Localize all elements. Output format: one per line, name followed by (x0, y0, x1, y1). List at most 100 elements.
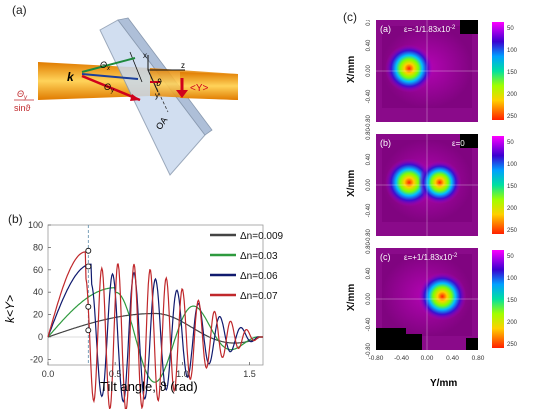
red-arrow (81, 74, 141, 102)
heatmap-sublabel: (b) (380, 138, 391, 148)
y-tick-label: 100 (28, 220, 43, 230)
y-tick-label: 80 (33, 242, 43, 252)
heatmap-panel-2: (c) ε=+1/1.83x10-2 X/mm 0.80 0.40 0.00 -0.40 -0… (346, 242, 518, 357)
colorbar-tick: 150 (507, 70, 518, 76)
heatmap-ytick: 0.80 (366, 20, 372, 26)
heatmap-ytick: 0.00 (366, 179, 372, 191)
svg-text:Θx: Θx (100, 60, 111, 72)
data-marker-1 (85, 263, 92, 270)
fraction-denominator: sinϑ (14, 103, 31, 113)
heatmap-xtick: -0.80 (369, 355, 384, 362)
colorbar-tick: 50 (507, 26, 514, 32)
optical-axis-line (147, 69, 169, 113)
svg-text:Θy: Θy (104, 82, 115, 94)
heatmap-ytick: -0.40 (366, 89, 372, 103)
series-line-1 (47, 287, 263, 383)
blue-arrow (81, 73, 139, 80)
green-arrow (81, 57, 136, 73)
y-tick-label: 0 (38, 332, 43, 342)
y-tick-label: 60 (33, 265, 43, 275)
heatmap-ylabel: X/mm (346, 170, 357, 197)
colorbar-tick: 100 (507, 276, 518, 282)
colorbar (492, 250, 504, 348)
panel-b-label: (b) (8, 212, 23, 226)
heatmap-ytick: -0.80 (366, 229, 372, 243)
heatmap-ytick: 0.40 (366, 267, 372, 279)
intensity-spot-1 (418, 160, 462, 205)
heatmap-ytick: 0.00 (366, 65, 372, 77)
x-tick-label: 0.5 (109, 369, 122, 379)
heatmap-xtick: 0.80 (472, 355, 485, 362)
series-line-2 (47, 263, 263, 403)
x-tick-label: 1.5 (243, 369, 256, 379)
heatmap-ytick: -0.80 (366, 115, 372, 129)
theta-x-label: Θ (100, 60, 107, 70)
legend-label-3: Δn=0.07 (240, 291, 278, 302)
heatmap-xtick: -0.40 (394, 355, 409, 362)
epsilon-label: ε=0 (452, 139, 465, 148)
heatmap-ytick: -0.40 (366, 203, 372, 217)
heatmap-xtick: 0.40 (446, 355, 459, 362)
axis-y-label: y (155, 91, 159, 100)
data-marker-2 (85, 303, 92, 310)
series-line-3 (47, 251, 263, 409)
x-tick-label: 0.0 (42, 369, 55, 379)
heatmap-ytick: 0.80 (366, 242, 372, 254)
axis-z-label: z (181, 61, 185, 70)
heatmap-ytick: -0.40 (366, 317, 372, 331)
colorbar-tick: 200 (507, 92, 518, 98)
intensity-spot-0 (418, 272, 467, 321)
heatmap-panel-0: (a) ε=-1/1.83x10-2 X/mm 0.80 0.40 0.00 -0.40 -0… (346, 20, 518, 129)
colorbar-tick: 150 (507, 298, 518, 304)
heatmap-ytick: -0.80 (366, 343, 372, 357)
heatmap-xtick: 0.00 (421, 355, 434, 362)
beam-profile-heatmaps: (a) ε=-1/1.83x10-2 X/mm 0.80 0.40 0.00 -0.40 -0… (346, 20, 518, 389)
colorbar-tick: 100 (507, 48, 518, 54)
chart-xlabel: Tilt angle, ϑ (rad) (100, 379, 198, 394)
heatmap-ylabel: X/mm (346, 56, 357, 83)
y-tick-label: 20 (33, 310, 43, 320)
k-label: k (67, 70, 75, 84)
series-line-0 (47, 312, 263, 344)
colorbar-tick: 200 (507, 320, 518, 326)
x-tick-label: 1.0 (176, 369, 189, 379)
colorbar-tick: 50 (507, 254, 514, 260)
panel-c-label: (c) (343, 10, 357, 24)
panel-a-label: (a) (12, 3, 27, 17)
colorbar-tick: 250 (507, 342, 518, 348)
colorbar-tick: 50 (507, 140, 514, 146)
heatmap-ylabel: X/mm (346, 284, 357, 311)
y-tick-label: -20 (30, 354, 43, 364)
epsilon-label: ε=-1/1.83x10-2 (404, 25, 456, 34)
geometry-diagram: k Θx Θy ϑ x y z <Y> OA Θy sinϑ (14, 17, 238, 176)
y-tick-label: 40 (33, 287, 43, 297)
colorbar (492, 136, 504, 234)
intensity-spot-0 (385, 158, 434, 207)
colorbar-tick: 250 (507, 114, 518, 120)
heatmap-ytick: 0.80 (366, 128, 372, 140)
data-marker-3 (85, 327, 92, 334)
colorbar-tick: 150 (507, 184, 518, 190)
avg-y-label: <Y> (190, 83, 209, 94)
svg-text:Θy: Θy (17, 89, 28, 101)
heatmap-ytick: 0.40 (366, 39, 372, 51)
colorbar (492, 22, 504, 120)
heatmap-panel-1: (b) ε=0 X/mm 0.80 0.40 0.00 -0.40 -0.80 50 100 150… (346, 128, 518, 243)
chart-ylabel: k<Y> (3, 295, 17, 323)
tilt-angle-chart: -20 0 20 40 60 80 100 0.0 0.5 1.0 1.5 Δn=0.009 Δn=0… (3, 220, 284, 409)
legend-label-2: Δn=0.06 (240, 271, 278, 282)
axis-x-label: x (143, 51, 147, 60)
heatmap-sublabel: (a) (380, 24, 391, 34)
colorbar-tick: 100 (507, 162, 518, 168)
fraction-numerator: Θ (17, 89, 24, 99)
colorbar-tick: 200 (507, 206, 518, 212)
epsilon-label: ε=+1/1.83x10-2 (404, 253, 458, 262)
legend-label-0: Δn=0.009 (240, 231, 284, 242)
heatmap-ytick: 0.00 (366, 293, 372, 305)
vartheta-label: ϑ (156, 78, 162, 89)
legend-label-1: Δn=0.03 (240, 251, 278, 262)
heatmap-xlabel: Y/mm (430, 378, 457, 389)
colorbar-tick: 250 (507, 228, 518, 234)
heatmap-sublabel: (c) (380, 252, 391, 262)
intensity-spot-0 (385, 44, 434, 93)
